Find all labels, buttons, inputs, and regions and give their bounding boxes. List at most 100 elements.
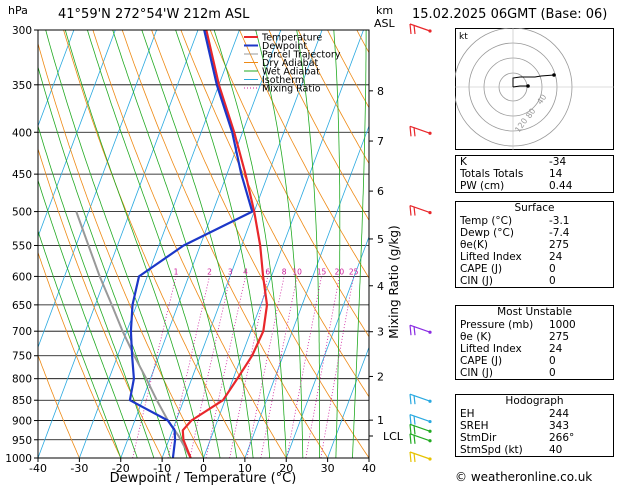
- wind-barb-icon: [409, 423, 432, 435]
- temp-tick-label: -10: [153, 462, 171, 475]
- surface-table: Surface Temp (°C) -3.1 Dewp (°C) -7.4 θe(K…: [455, 201, 614, 288]
- lcl-label: LCL: [383, 430, 404, 443]
- wet-adiabat-line: [296, 30, 320, 458]
- wet-adiabat-line: [141, 30, 254, 458]
- mixing-ratio-line: [205, 276, 246, 458]
- wet-adiabat-line: [45, 30, 188, 458]
- x-axis-title: Dewpoint / Temperature (°C): [110, 471, 297, 486]
- wet-adiabat-line: [175, 30, 271, 458]
- wet-adiabat-line: [87, 30, 221, 458]
- hpa-label: hPa: [8, 4, 28, 17]
- legend-label: Parcel Trajectory: [262, 50, 341, 61]
- temp-tick-label: 30: [321, 462, 335, 475]
- pw-row: PW (cm) 0.44: [460, 180, 573, 192]
- wet-adiabat-line: [38, 124, 155, 458]
- dry-adiabat-line: [268, 30, 369, 222]
- isotherm-line: [38, 30, 75, 128]
- km-tick-label: 4: [377, 280, 384, 293]
- mu-thetae-row: θe (K) 275: [460, 331, 570, 343]
- wind-barb-icon: [409, 433, 432, 444]
- mixing-ratio-line: [305, 276, 340, 458]
- wet-adiabat-line: [38, 229, 122, 458]
- pressure-tick-label: 700: [12, 326, 32, 338]
- mixing-ratio-label: 1: [174, 267, 179, 276]
- dry-adiabat-line: [38, 354, 80, 458]
- surface-li-row: Lifted Index 24: [460, 251, 563, 263]
- isotherm-line: [285, 235, 369, 458]
- km-tick-label: 1: [377, 414, 384, 427]
- legend-label: Dewpoint: [262, 41, 307, 52]
- wind-barb-icon: [409, 451, 432, 463]
- dry-adiabat-line: [63, 30, 246, 458]
- wet-adiabat-line: [38, 65, 171, 458]
- temperature-line: [181, 30, 269, 458]
- wind-barb-icon: [409, 125, 432, 137]
- dry-adiabat-line: [151, 30, 369, 458]
- surface-cape-row: CAPE (J) 0: [460, 263, 556, 275]
- km-tick-label: 5: [377, 233, 384, 246]
- surface-cin-row: CIN (J) 0: [460, 275, 556, 287]
- mu-li-row: Lifted Index 24: [460, 343, 563, 355]
- totals-totals-row: Totals Totals 14: [460, 168, 563, 180]
- temp-tick-label: -20: [112, 462, 130, 475]
- temp-tick-label: -40: [29, 462, 47, 475]
- pressure-tick-label: 900: [12, 416, 32, 428]
- dry-adiabat-line: [92, 30, 287, 458]
- pressure-tick-label: 450: [12, 169, 32, 181]
- temp-tick-label: -30: [70, 462, 88, 475]
- pressure-tick-label: 950: [12, 435, 32, 447]
- mixing-ratio-label: 3: [228, 267, 233, 276]
- hodograph-kt-label: kt: [459, 32, 468, 42]
- hodograph-trace-lower: [512, 85, 528, 88]
- pressure-tick-label: 1000: [5, 453, 32, 465]
- temp-tick-label: 10: [238, 462, 252, 475]
- wet-adiabat-line: [64, 30, 204, 458]
- k-index-row: K -34: [460, 156, 567, 168]
- hodograph-table-title: Hodograph: [505, 395, 564, 407]
- pressure-tick-label: 400: [12, 127, 32, 139]
- most-unstable-table: Most Unstable Pressure (mb) 1000 θe (K) 27…: [455, 305, 614, 380]
- surface-temp-row: Temp (°C) -3.1: [460, 215, 570, 227]
- mixing-ratio-line: [229, 276, 269, 458]
- mu-cape-row: CAPE (J) 0: [460, 355, 556, 367]
- stmdir-row: StmDir 266°: [460, 432, 575, 444]
- dry-adiabat-line: [180, 30, 369, 398]
- legend-label: Temperature: [261, 33, 322, 44]
- wet-adiabat-line: [112, 30, 237, 458]
- wind-barb-icon: [409, 23, 432, 35]
- indices-table: K -34 Totals Totals 14 PW (cm) 0.44: [455, 155, 614, 193]
- wet-adiabat-line: [255, 30, 304, 458]
- mixing-ratio-label: 25: [349, 267, 359, 276]
- hodograph-point: [552, 73, 556, 77]
- mixing-ratio-label: 10: [292, 267, 302, 276]
- mixing-ratio-label: 20: [335, 267, 345, 276]
- pressure-tick-label: 650: [12, 300, 32, 312]
- hodograph-table: Hodograph EH 244 SREH 343 StmDir 266° StmSp…: [455, 394, 614, 457]
- eh-row: EH 244: [460, 408, 570, 420]
- temp-tick-label: 20: [279, 462, 293, 475]
- legend-label: Isotherm: [262, 75, 304, 86]
- wind-barb-icon: [409, 205, 432, 216]
- mixing-ratio-label: 15: [317, 267, 327, 276]
- isotherm-line: [38, 30, 116, 238]
- hodograph-frame: [455, 28, 614, 150]
- asl-label: ASL: [374, 17, 395, 30]
- km-label: km: [376, 4, 394, 17]
- pressure-tick-label: 600: [12, 271, 32, 283]
- km-tick-label: 3: [377, 326, 384, 339]
- sreh-row: SREH 343: [460, 420, 570, 432]
- isotherm-line: [203, 30, 364, 458]
- mixing-ratio-axis-title: Mixing Ratio (g/kg): [387, 225, 401, 338]
- dry-adiabat-line: [38, 147, 163, 458]
- surface-thetae-row: θe(K) 275: [460, 239, 570, 251]
- wet-adiabat-line: [38, 179, 138, 458]
- isotherm-line: [161, 30, 323, 458]
- isotherm-line: [120, 30, 282, 458]
- dry-adiabat-line: [38, 251, 122, 458]
- wind-barb-icon: [409, 413, 432, 425]
- mixing-ratio-label: 4: [243, 267, 248, 276]
- legend-label: Dry Adiabat: [262, 58, 319, 69]
- copyright-footer[interactable]: © weatheronline.co.uk: [455, 470, 593, 484]
- location-title: 41°59'N 272°54'W 212m ASL: [58, 7, 250, 22]
